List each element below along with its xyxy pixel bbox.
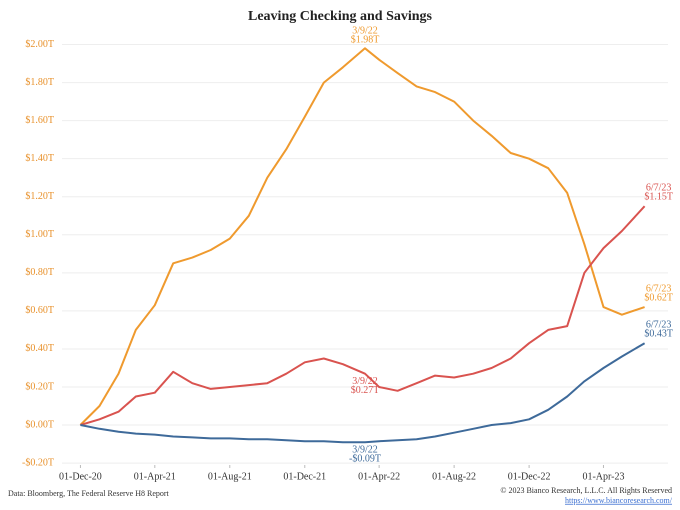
y-tick-label: $0.00T (25, 419, 54, 430)
x-tick-label: 01-Dec-20 (59, 471, 102, 482)
grid (62, 44, 668, 464)
annotation-label: $0.27T (351, 385, 380, 396)
y-tick-label: $0.60T (25, 305, 54, 316)
y-tick-label: $1.20T (25, 191, 54, 202)
series-line (79, 47, 645, 426)
y-tick-label: -$0.20T (22, 457, 54, 468)
y-tick-label: $1.00T (25, 229, 54, 240)
y-tick-label: $0.40T (25, 343, 54, 354)
annotation-date: 6/7/23 (646, 283, 672, 294)
y-tick-label: $0.20T (25, 381, 54, 392)
annotation-label: $1.98T (351, 35, 380, 46)
y-tick-label: $1.80T (25, 77, 54, 88)
x-tick-label: 01-Apr-22 (358, 471, 400, 482)
annotation-label: -$0.09T (349, 453, 381, 464)
y-tick-label: $1.60T (25, 115, 54, 126)
x-tick-label: 01-Apr-23 (582, 471, 624, 482)
annotation-date: 6/7/23 (646, 320, 672, 331)
annotation-label: $1.15T (644, 192, 673, 203)
y-tick-label: $0.80T (25, 267, 54, 278)
x-tick-label: 01-Apr-21 (134, 471, 176, 482)
annotation-date: 3/9/22 (352, 376, 378, 387)
url-link[interactable]: https://www.biancoresearch.com/ (565, 496, 673, 505)
annotation-date: 6/7/23 (646, 183, 672, 194)
chart-title: Leaving Checking and Savings (248, 9, 433, 24)
y-tick-label: $1.40T (25, 153, 54, 164)
source-note: Data: Bloomberg, The Federal Reserve H8 … (8, 489, 170, 498)
annotation-date: 3/9/22 (352, 444, 378, 455)
annotation-date: 3/9/22 (352, 26, 378, 37)
annotation-label: $0.62T (644, 292, 673, 303)
series-line (80, 342, 646, 444)
annotation-label: $0.43T (644, 329, 673, 340)
copyright: © 2023 Bianco Research, L.L.C. All Right… (500, 486, 672, 495)
x-tick-label: 01-Dec-22 (508, 471, 551, 482)
x-tick-label: 01-Dec-21 (283, 471, 326, 482)
x-tick-label: 01-Aug-21 (208, 471, 252, 482)
y-tick-label: $2.00T (25, 39, 54, 50)
x-tick-label: 01-Aug-22 (432, 471, 476, 482)
series-line (80, 205, 646, 426)
